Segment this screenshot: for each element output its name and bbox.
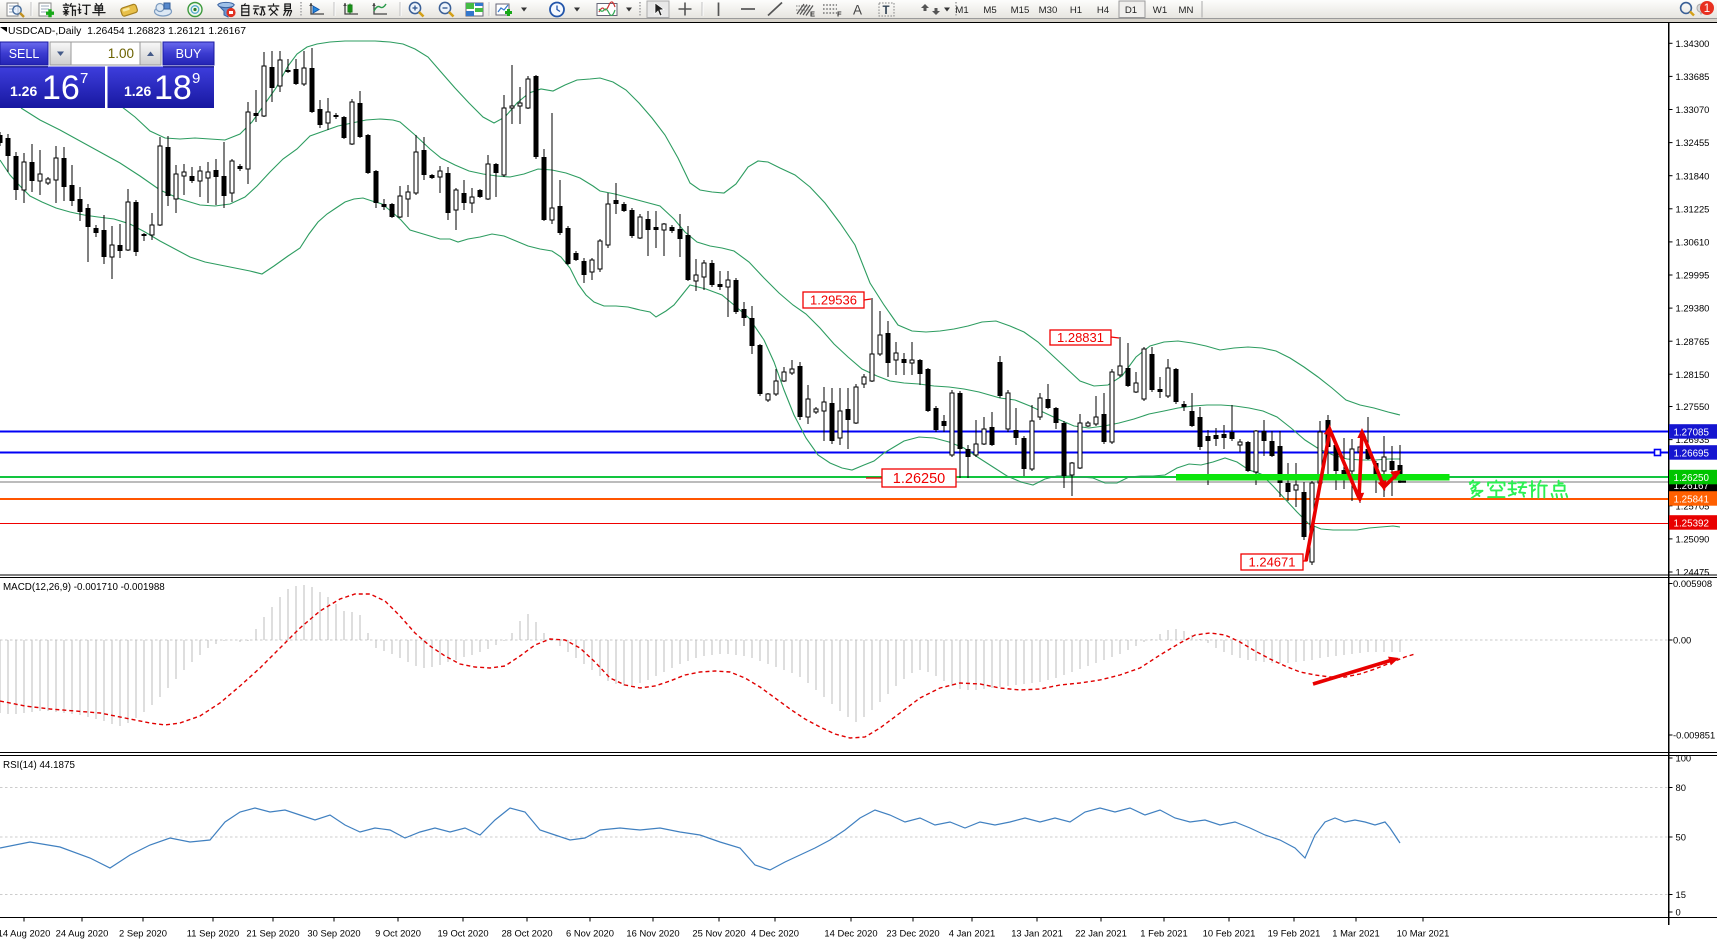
svg-text:USDCAD-,Daily 1.26454 1.26823: USDCAD-,Daily 1.26454 1.26823 1.26121 1.…: [8, 26, 246, 37]
svg-text:1 Feb 2021: 1 Feb 2021: [1140, 928, 1187, 939]
svg-text:1.25392: 1.25392: [1674, 519, 1709, 530]
svg-text:M5: M5: [983, 5, 996, 16]
svg-text:1.26167: 1.26167: [1674, 481, 1709, 492]
svg-text:9 Oct 2020: 9 Oct 2020: [375, 928, 421, 939]
svg-text:1.25705: 1.25705: [1676, 500, 1710, 511]
svg-text:H4: H4: [1097, 5, 1110, 16]
svg-text:BUY: BUY: [176, 47, 202, 61]
svg-text:1.26935: 1.26935: [1676, 434, 1710, 445]
svg-text:4 Jan 2021: 4 Jan 2021: [949, 928, 995, 939]
svg-text:1.30610: 1.30610: [1676, 237, 1710, 248]
svg-text:30 Sep 2020: 30 Sep 2020: [307, 928, 360, 939]
svg-text:1.34300: 1.34300: [1676, 38, 1710, 49]
svg-text:MACD(12,26,9) -0.001710 -0.001: MACD(12,26,9) -0.001710 -0.001988: [3, 582, 165, 593]
svg-text:1.28831: 1.28831: [1057, 330, 1104, 345]
svg-text:9: 9: [192, 70, 200, 87]
svg-text:0.00: 0.00: [1673, 635, 1691, 646]
svg-text:10 Feb 2021: 10 Feb 2021: [1203, 928, 1256, 939]
svg-text:14 Dec 2020: 14 Dec 2020: [824, 928, 877, 939]
svg-text:14 Aug 2020: 14 Aug 2020: [0, 928, 50, 939]
svg-text:0: 0: [1676, 907, 1681, 918]
svg-text:19 Oct 2020: 19 Oct 2020: [437, 928, 488, 939]
svg-text:1.00: 1.00: [108, 46, 134, 61]
svg-text:RSI(14) 44.1875: RSI(14) 44.1875: [3, 760, 75, 771]
svg-text:1.27085: 1.27085: [1674, 428, 1710, 439]
svg-text:16 Nov 2020: 16 Nov 2020: [626, 928, 679, 939]
svg-text:A: A: [853, 3, 862, 18]
svg-text:1.24671: 1.24671: [1249, 555, 1296, 570]
svg-text:-0.009851: -0.009851: [1673, 730, 1715, 741]
svg-text:1.26250: 1.26250: [1674, 473, 1710, 484]
svg-text:13 Jan 2021: 13 Jan 2021: [1011, 928, 1063, 939]
svg-text:7: 7: [80, 70, 88, 87]
svg-text:50: 50: [1676, 832, 1686, 843]
svg-text:1.26: 1.26: [10, 83, 37, 99]
svg-text:F: F: [837, 10, 842, 19]
svg-text:21 Sep 2020: 21 Sep 2020: [246, 928, 299, 939]
svg-text:24 Aug 2020: 24 Aug 2020: [56, 928, 109, 939]
svg-text:10 Mar 2021: 10 Mar 2021: [1397, 928, 1450, 939]
svg-text:80: 80: [1676, 782, 1686, 793]
svg-text:1.27550: 1.27550: [1676, 401, 1710, 412]
svg-text:16: 16: [42, 69, 80, 107]
svg-text:1.25090: 1.25090: [1676, 534, 1710, 545]
svg-text:1.33070: 1.33070: [1676, 104, 1710, 115]
svg-text:100: 100: [1676, 753, 1692, 764]
svg-text:1.31840: 1.31840: [1676, 170, 1710, 181]
svg-text:W1: W1: [1153, 5, 1167, 16]
svg-text:H1: H1: [1070, 5, 1082, 16]
svg-text:1.26: 1.26: [124, 83, 151, 99]
svg-text:MN: MN: [1179, 5, 1194, 16]
svg-text:1.28150: 1.28150: [1676, 369, 1710, 380]
svg-text:M15: M15: [1011, 5, 1030, 16]
svg-text:28 Oct 2020: 28 Oct 2020: [501, 928, 552, 939]
svg-text:1.29995: 1.29995: [1676, 270, 1710, 281]
svg-text:1.29536: 1.29536: [810, 293, 857, 308]
svg-text:1.24475: 1.24475: [1676, 567, 1710, 578]
svg-text:6 Nov 2020: 6 Nov 2020: [566, 928, 614, 939]
svg-text:1.28765: 1.28765: [1676, 336, 1710, 347]
svg-text:15: 15: [1676, 889, 1686, 900]
svg-text:2 Sep 2020: 2 Sep 2020: [119, 928, 167, 939]
svg-text:T: T: [883, 5, 890, 17]
svg-text:18: 18: [154, 69, 192, 107]
svg-text:1.26695: 1.26695: [1674, 449, 1710, 460]
svg-text:1.25841: 1.25841: [1674, 495, 1709, 506]
svg-text:1.29380: 1.29380: [1676, 303, 1710, 314]
svg-text:0.005908: 0.005908: [1673, 578, 1712, 589]
svg-text:M30: M30: [1039, 5, 1058, 16]
svg-text:1.26250: 1.26250: [893, 471, 945, 487]
svg-text:19 Feb 2021: 19 Feb 2021: [1268, 928, 1321, 939]
svg-text:E: E: [810, 10, 815, 19]
svg-text:1 Mar 2021: 1 Mar 2021: [1332, 928, 1379, 939]
svg-text:1.33685: 1.33685: [1676, 71, 1710, 82]
svg-text:M1: M1: [955, 5, 968, 16]
svg-text:25 Nov 2020: 25 Nov 2020: [692, 928, 745, 939]
svg-text:SELL: SELL: [9, 47, 40, 61]
svg-text:D1: D1: [1125, 5, 1137, 16]
svg-text:1.32455: 1.32455: [1676, 137, 1710, 148]
svg-text:4 Dec 2020: 4 Dec 2020: [751, 928, 799, 939]
svg-text:11 Sep 2020: 11 Sep 2020: [187, 928, 239, 939]
svg-text:1: 1: [1704, 3, 1710, 15]
svg-text:22 Jan 2021: 22 Jan 2021: [1075, 928, 1127, 939]
svg-text:23 Dec 2020: 23 Dec 2020: [886, 928, 939, 939]
svg-text:1.31225: 1.31225: [1676, 203, 1710, 214]
